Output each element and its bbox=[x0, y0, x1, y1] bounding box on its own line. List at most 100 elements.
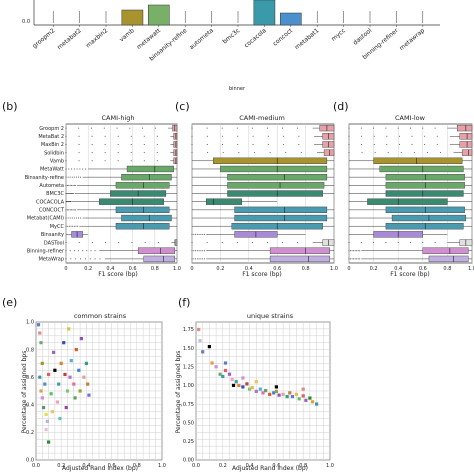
c-box bbox=[269, 247, 330, 254]
b-outlier bbox=[91, 242, 93, 244]
b-outlier bbox=[117, 152, 119, 154]
panel-b-title: CAMI-high bbox=[101, 114, 134, 122]
c-outlier bbox=[196, 258, 198, 260]
b-xtick-label: 0 bbox=[64, 266, 67, 272]
c-outlier bbox=[236, 127, 238, 129]
d-outlier bbox=[387, 152, 389, 154]
d-outlier bbox=[422, 242, 424, 244]
d-outlier bbox=[353, 258, 355, 260]
f-point bbox=[241, 376, 245, 380]
f-point bbox=[245, 382, 249, 386]
e-ytick-label: 1.0 bbox=[26, 320, 34, 326]
b-outlier bbox=[86, 250, 88, 252]
b-outlier bbox=[73, 225, 75, 227]
e-point bbox=[53, 368, 57, 372]
f-point bbox=[304, 398, 308, 402]
b-xtick-label: 1.0 bbox=[173, 266, 181, 272]
e-point bbox=[62, 341, 66, 345]
b-box bbox=[173, 157, 178, 164]
c-outlier bbox=[253, 152, 255, 154]
f-ytick-label: 1.00 bbox=[183, 383, 194, 389]
c-outlier bbox=[203, 250, 205, 252]
b-xtick-label: 0.6 bbox=[129, 266, 137, 272]
e-point bbox=[38, 375, 42, 379]
c-outlier bbox=[207, 152, 209, 154]
c-outlier bbox=[193, 250, 195, 252]
b-outlier bbox=[75, 258, 77, 260]
c-xtick-label: 0.8 bbox=[302, 266, 310, 272]
b-outlier bbox=[73, 176, 75, 178]
d-outlier bbox=[385, 242, 387, 244]
d-outlier bbox=[397, 127, 399, 129]
f-point bbox=[301, 394, 305, 398]
b-outlier bbox=[156, 143, 158, 145]
e-point bbox=[72, 382, 76, 386]
e-point bbox=[65, 389, 70, 393]
f-point bbox=[264, 389, 268, 393]
c-outlier bbox=[221, 127, 223, 129]
f-point bbox=[218, 372, 222, 376]
f-point bbox=[254, 380, 258, 384]
f-point bbox=[221, 374, 225, 379]
b-outlier bbox=[75, 184, 77, 186]
f-point bbox=[281, 392, 285, 396]
b-outlier bbox=[78, 127, 80, 129]
c-outlier bbox=[191, 242, 193, 244]
b-outlier bbox=[70, 225, 72, 227]
top-bar bbox=[121, 9, 144, 26]
b-box bbox=[143, 255, 175, 263]
b-outlier bbox=[65, 217, 67, 219]
d-outlier bbox=[400, 152, 402, 154]
f-point bbox=[274, 389, 278, 393]
b-outlier bbox=[66, 201, 68, 203]
b-outlier bbox=[77, 217, 79, 219]
b-outlier bbox=[68, 193, 70, 194]
b-outlier bbox=[75, 176, 77, 178]
f-point bbox=[290, 394, 295, 399]
c-box bbox=[234, 206, 328, 213]
e-point bbox=[77, 368, 81, 372]
e-ytick-label: 0.8 bbox=[26, 347, 34, 353]
d-outlier bbox=[348, 152, 350, 154]
b-box bbox=[173, 141, 178, 148]
c-outlier bbox=[266, 127, 268, 129]
b-outlier bbox=[72, 225, 74, 227]
top-xtick-label: cocacola bbox=[243, 27, 268, 49]
d-outlier bbox=[426, 152, 428, 154]
b-ytick-label: MaxBin 2 bbox=[41, 142, 64, 148]
d-box bbox=[428, 255, 469, 263]
c-outlier bbox=[297, 127, 299, 129]
e-xtick-label: 0.6 bbox=[108, 463, 116, 469]
b-outlier bbox=[143, 135, 145, 137]
f-xtick-label: 0.8 bbox=[299, 463, 307, 469]
b-outlier bbox=[65, 127, 67, 129]
b-outlier bbox=[65, 250, 67, 252]
panel-f-ylabel: Percentage of assigned bps bbox=[175, 351, 182, 434]
b-outlier bbox=[77, 250, 79, 252]
c-outlier bbox=[283, 143, 285, 145]
c-box bbox=[205, 198, 242, 205]
b-ytick-label: CONCOCT bbox=[39, 208, 65, 214]
c-outlier bbox=[196, 250, 198, 252]
e-ytick-label: 0.2 bbox=[26, 430, 34, 436]
panel-d-title: CAMI-low bbox=[395, 114, 426, 122]
f-xtick-label: 0.4 bbox=[246, 463, 254, 469]
panel-f-letter: (f) bbox=[178, 296, 190, 309]
f-xtick-label: 0.2 bbox=[219, 463, 227, 469]
b-outlier bbox=[143, 143, 145, 145]
d-outlier bbox=[398, 143, 400, 145]
c-outlier bbox=[195, 233, 197, 235]
c-outlier bbox=[200, 233, 202, 235]
c-outlier bbox=[198, 250, 200, 252]
b-outlier bbox=[73, 168, 75, 170]
b-outlier bbox=[143, 152, 145, 154]
b-outlier bbox=[91, 127, 93, 129]
c-outlier bbox=[298, 135, 300, 137]
d-outlier bbox=[424, 135, 426, 137]
b-ytick-label: Binsanity-refine bbox=[25, 175, 64, 181]
b-box bbox=[99, 198, 164, 205]
d-outlier bbox=[348, 258, 350, 260]
top-bar bbox=[279, 12, 302, 26]
c-outlier bbox=[191, 152, 193, 154]
b-outlier bbox=[82, 168, 84, 170]
